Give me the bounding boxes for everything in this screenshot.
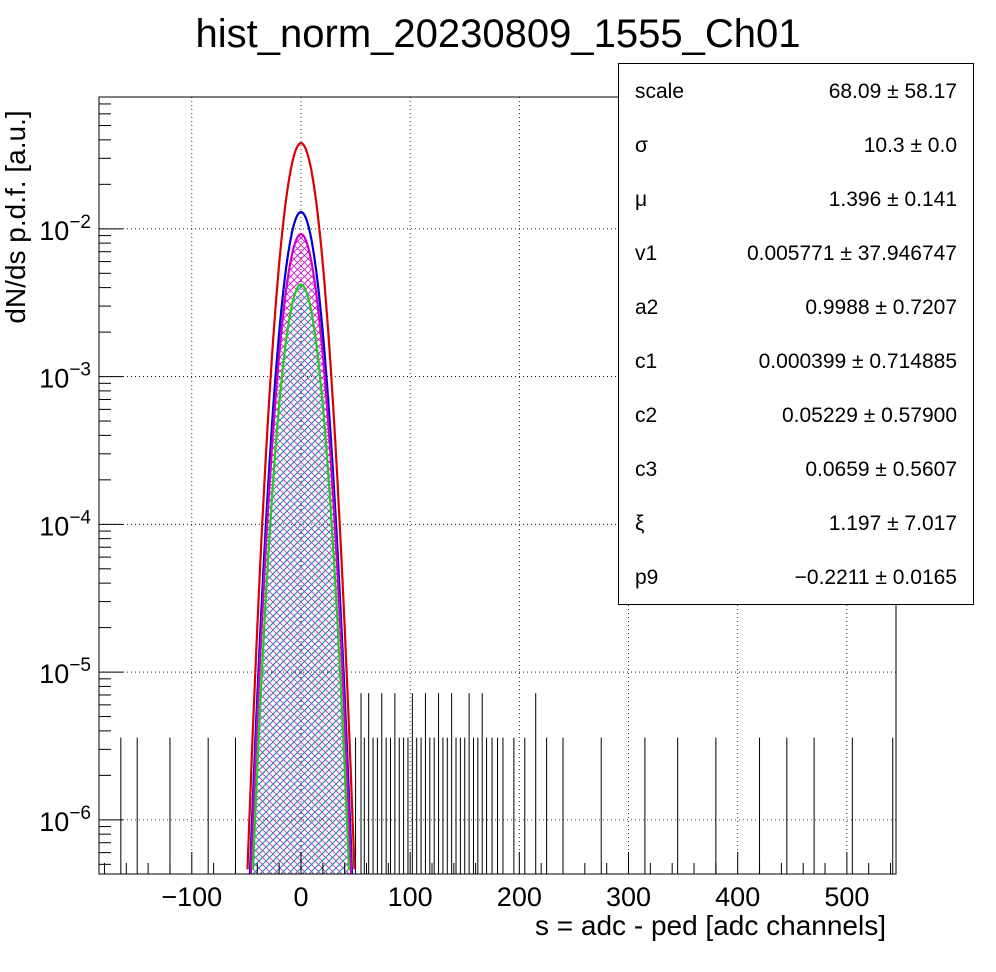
stat-row: p9 −0.2211 ± 0.0165 [619,550,973,604]
x-tick-label: 300 [606,882,651,912]
series-line-0 [246,141,356,870]
x-tick-label: 0 [293,882,308,912]
stat-name: σ [635,134,648,157]
y-tick-label: 10−2 [39,212,91,246]
series-line-2 [249,233,353,874]
stat-name: scale [635,80,685,103]
stat-name: a2 [635,296,659,319]
y-tick-label: 10−4 [39,507,91,541]
stat-name: v1 [635,242,658,265]
y-axis-label: dN/ds p.d.f. [a.u.] [0,110,31,324]
stat-row: c2 0.05229 ± 0.57900 [619,388,973,442]
stat-value: 0.000399 ± 0.714885 [758,350,957,373]
fit-stats-box: scale 68.09 ± 58.17 σ 10.3 ± 0.0 μ 1.396 ± 0.… [618,63,974,605]
x-tick-label: −100 [161,882,222,912]
stat-value: 1.396 ± 0.141 [828,188,957,211]
stat-name: μ [635,188,648,211]
x-tick-label: 100 [388,882,433,912]
stat-value: 10.3 ± 0.0 [863,134,957,157]
chart-title: hist_norm_20230809_1555_Ch01 [195,12,801,56]
stat-row: μ 1.396 ± 0.141 [619,172,973,226]
y-tick-label: 10−5 [39,655,91,689]
stat-name: ξ [635,512,645,535]
x-tick-label: 500 [824,882,869,912]
x-tick-label: 400 [715,882,760,912]
stat-value: 0.9988 ± 0.7207 [805,296,957,319]
stat-name: p9 [635,566,659,589]
stat-value: 68.09 ± 58.17 [828,80,957,103]
y-tick-label: 10−6 [39,803,91,837]
stat-row: scale 68.09 ± 58.17 [619,64,973,118]
stat-row: a2 0.9988 ± 0.7207 [619,280,973,334]
stat-name: c1 [635,350,658,373]
stat-value: 1.197 ± 7.017 [828,512,957,535]
series-line-1 [248,210,354,874]
stat-name: c3 [635,458,658,481]
stat-row: σ 10.3 ± 0.0 [619,118,973,172]
stat-value: −0.2211 ± 0.0165 [794,566,957,589]
stat-value: 0.005771 ± 37.946747 [746,242,957,265]
stat-row: ξ 1.197 ± 7.017 [619,496,973,550]
series-line-3 [251,283,351,871]
stat-row: c3 0.0659 ± 0.5607 [619,442,973,496]
x-tick-label: 200 [497,882,542,912]
stat-row: c1 0.000399 ± 0.714885 [619,334,973,388]
stat-row: v1 0.005771 ± 37.946747 [619,226,973,280]
y-tick-label: 10−3 [39,360,91,394]
x-axis-label: s = adc - ped [adc channels] [535,910,886,941]
stat-value: 0.05229 ± 0.57900 [781,404,957,427]
stat-value: 0.0659 ± 0.5607 [805,458,957,481]
stat-name: c2 [635,404,658,427]
